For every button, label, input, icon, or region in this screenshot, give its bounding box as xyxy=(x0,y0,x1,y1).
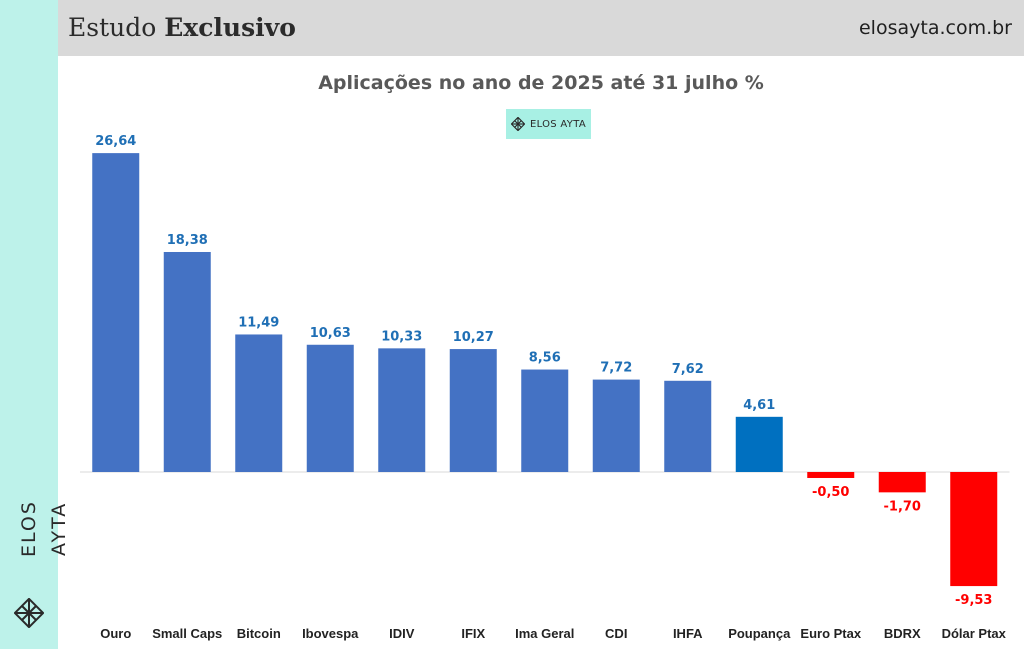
brand-badge-text: ELOS AYTA xyxy=(530,118,586,130)
category-label: Bitcoin xyxy=(237,626,281,641)
header-site-link[interactable]: elosayta.com.br xyxy=(858,17,1012,39)
bar-0 xyxy=(92,153,140,472)
header-title-bold: Exclusivo xyxy=(164,13,296,42)
category-label: BDRX xyxy=(884,626,921,641)
value-label: -9,53 xyxy=(955,593,992,608)
category-label: Ouro xyxy=(100,626,131,641)
bar-2 xyxy=(235,334,283,472)
bar-8 xyxy=(664,380,712,472)
bar-7 xyxy=(592,379,640,472)
value-label: 10,63 xyxy=(310,326,351,341)
bar-11 xyxy=(878,472,926,493)
chart-title: Aplicações no ano de 2025 até 31 julho % xyxy=(318,72,764,94)
category-label: IHFA xyxy=(673,626,703,641)
side-band xyxy=(0,0,58,649)
value-label: 8,56 xyxy=(529,351,561,366)
bar-12 xyxy=(950,472,998,587)
category-label: Dólar Ptax xyxy=(942,626,1007,641)
category-label: Euro Ptax xyxy=(800,626,861,641)
category-label: Ibovespa xyxy=(302,626,359,641)
brand-badge: ELOS AYTA xyxy=(506,109,591,139)
value-label: 7,62 xyxy=(672,362,704,377)
category-label: IDIV xyxy=(389,626,415,641)
value-label: 4,61 xyxy=(743,398,775,413)
value-label: 18,38 xyxy=(167,233,208,248)
value-label: 11,49 xyxy=(238,315,279,330)
bar-5 xyxy=(449,349,497,472)
value-label: -1,70 xyxy=(884,499,921,514)
category-label: Small Caps xyxy=(152,626,222,641)
bar-9 xyxy=(735,416,783,472)
value-label: 26,64 xyxy=(95,134,136,149)
bar-1 xyxy=(163,251,211,472)
value-label: 10,27 xyxy=(453,330,494,345)
header-title-regular: Estudo xyxy=(68,13,157,42)
bar-4 xyxy=(378,348,426,472)
header-bar: Estudo Exclusivo elosayta.com.br xyxy=(58,0,1024,56)
lattice-logo-icon xyxy=(14,598,44,628)
category-label: IFIX xyxy=(461,626,485,641)
category-label: CDI xyxy=(605,626,627,641)
bar-10 xyxy=(807,472,855,478)
category-label: Poupança xyxy=(728,626,791,641)
value-label: -0,50 xyxy=(812,485,849,500)
value-label: 7,72 xyxy=(600,361,632,376)
category-label: Ima Geral xyxy=(515,626,574,641)
side-brand: ELOS AYTA xyxy=(14,470,70,640)
bar-3 xyxy=(306,344,354,472)
value-label: 10,33 xyxy=(381,329,422,344)
bar-6 xyxy=(521,369,569,472)
header-title: Estudo Exclusivo xyxy=(68,10,296,46)
lattice-logo-icon xyxy=(511,117,525,131)
